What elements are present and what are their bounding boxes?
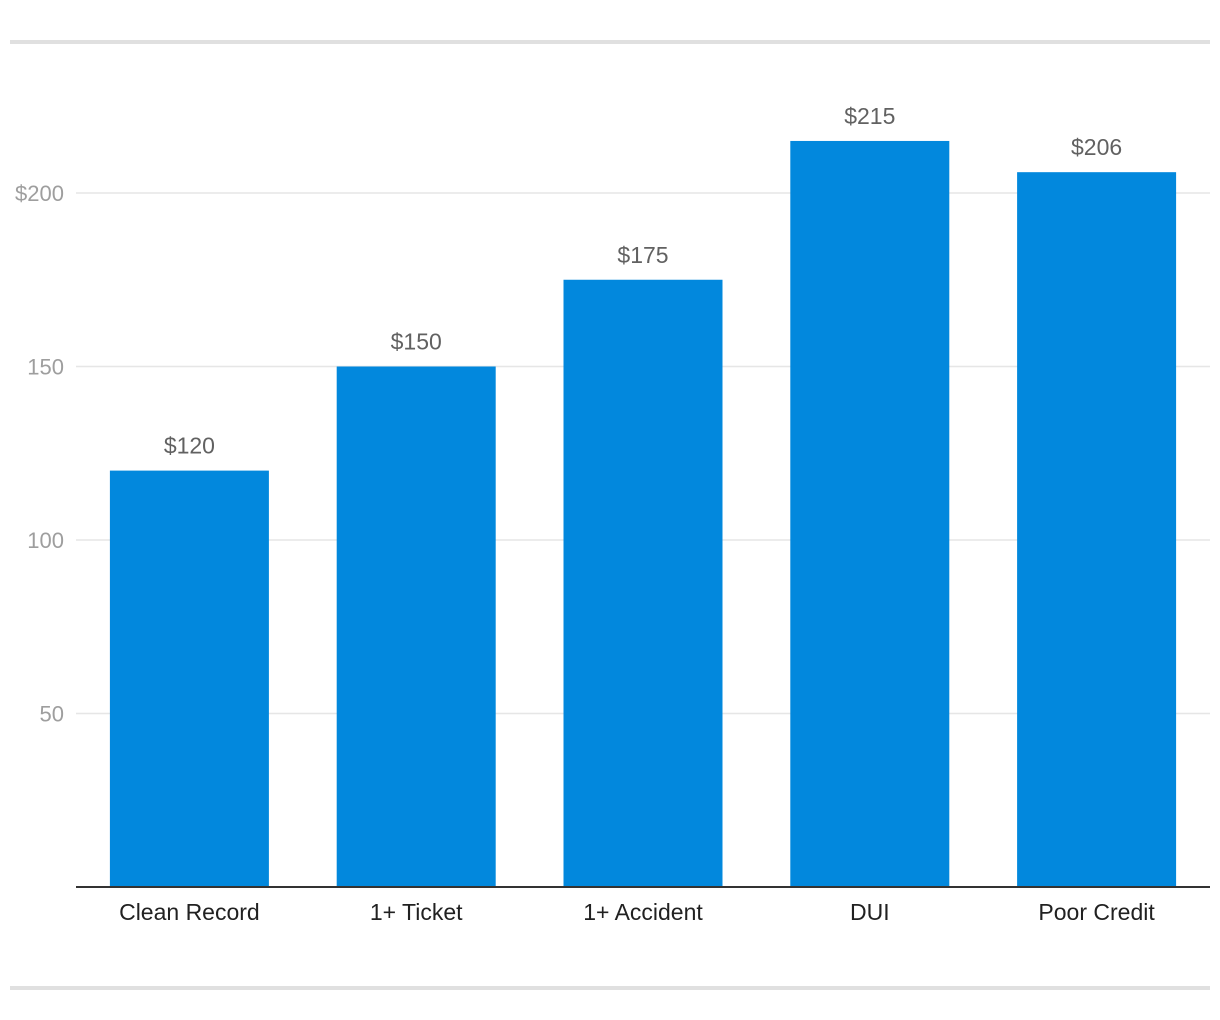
y-axis-ticks: 50 100 150 $200 [15,181,64,727]
y-tick-label: 50 [40,702,64,727]
y-tick-label: 150 [27,355,64,380]
bottom-divider [10,986,1210,990]
bar [790,140,950,887]
category-label: DUI [850,899,890,925]
bar [1017,172,1177,887]
y-tick-label: $200 [15,181,64,206]
x-axis-categories: Clean Record 1+ Ticket 1+ Accident DUI Poor … [119,899,1155,925]
data-label: $206 [1071,134,1122,160]
bar [563,279,723,887]
y-tick-label: 100 [27,528,64,553]
data-label: $150 [391,329,442,355]
category-label: Clean Record [119,899,260,925]
category-label: 1+ Ticket [370,899,463,925]
bar [109,470,269,887]
data-label: $215 [844,103,895,129]
category-label: Poor Credit [1038,899,1155,925]
bars [109,140,1177,887]
data-label: $175 [617,242,668,268]
category-label: 1+ Accident [583,899,703,925]
data-label: $120 [164,433,215,459]
bar [336,366,496,887]
data-labels: $120 $150 $175 $215 $206 [164,103,1122,459]
top-divider [10,40,1210,44]
